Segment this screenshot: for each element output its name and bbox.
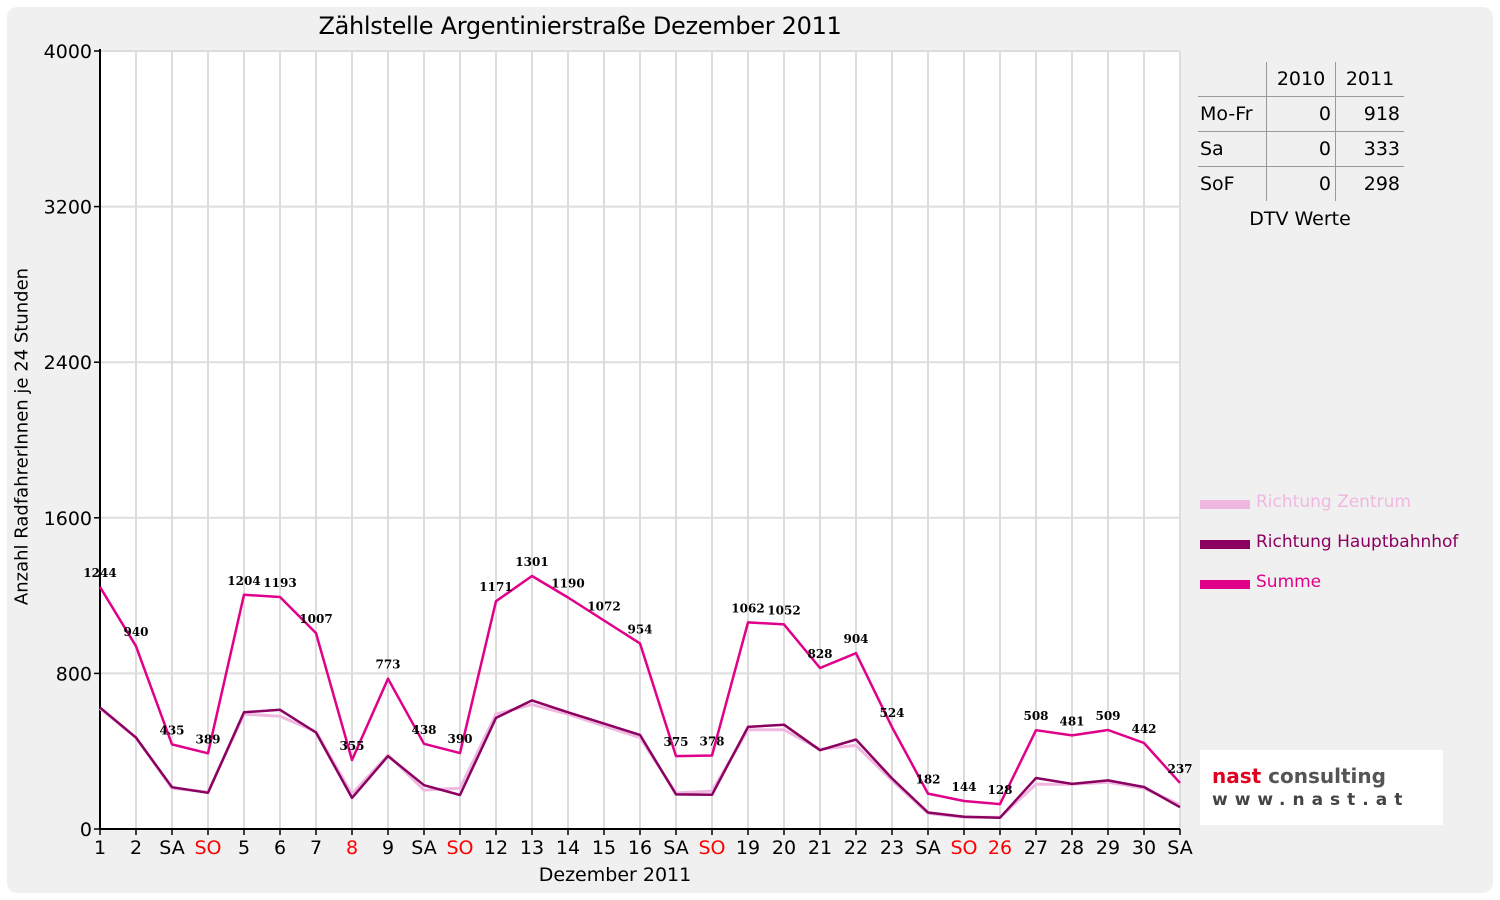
company-logo: nast consulting www.nast.at	[1200, 750, 1443, 825]
x-tick-label: 21	[808, 837, 832, 859]
legend-swatch-summe	[1200, 580, 1250, 589]
x-tick-label: 7	[310, 837, 322, 859]
y-axis-label: Anzahl RadfahrerInnen je 24 Stunden	[11, 267, 33, 606]
x-tick-label: 9	[382, 837, 394, 859]
legend-label-hauptbahnhof: Richtung Hauptbahnhof	[1256, 532, 1459, 552]
x-tick-label: 29	[1096, 837, 1120, 859]
data-label: 128	[987, 783, 1012, 797]
data-label: 355	[339, 739, 364, 753]
dtv-cell: 918	[1335, 96, 1404, 132]
logo-suffix: consulting	[1261, 764, 1386, 788]
x-tick-label: 16	[628, 837, 652, 859]
data-label: 509	[1095, 709, 1120, 723]
legend-swatch-zentrum	[1200, 500, 1250, 509]
data-label: 1072	[587, 599, 620, 613]
series-line-summe	[98, 574, 1181, 806]
data-label: 508	[1023, 709, 1048, 723]
data-label: 1052	[767, 603, 800, 617]
x-tick-label: SA	[915, 837, 940, 859]
data-label: 524	[879, 706, 904, 720]
legend-label-zentrum: Richtung Zentrum	[1256, 492, 1411, 512]
x-tick-label: 19	[736, 837, 760, 859]
x-tick-label: 5	[238, 837, 250, 859]
x-tick-label: 27	[1024, 837, 1048, 859]
data-label: 481	[1059, 714, 1084, 728]
x-tick-label: 22	[844, 837, 868, 859]
dtv-cell: 298	[1335, 166, 1404, 201]
x-tick-label: 23	[880, 837, 904, 859]
y-tick-label: 4000	[44, 41, 92, 63]
data-label: 1062	[731, 601, 764, 615]
x-tick-label: 20	[772, 837, 796, 859]
dtv-row-label: Mo-Fr	[1198, 96, 1267, 132]
data-label: 954	[627, 622, 652, 636]
y-tick-label: 3200	[44, 197, 92, 219]
data-label: 940	[123, 625, 148, 639]
dtv-col-2011: 2011	[1345, 68, 1395, 90]
data-label: 375	[663, 735, 688, 749]
logo-brand: nast	[1212, 764, 1262, 788]
y-tick-label: 2400	[44, 352, 92, 374]
x-tick-label: 15	[592, 837, 616, 859]
dtv-corner	[1198, 62, 1267, 97]
data-label: 1171	[479, 580, 512, 594]
data-label: 390	[447, 732, 472, 746]
y-tick-label: 1600	[44, 508, 92, 530]
data-label: 378	[699, 734, 724, 748]
x-tick-label: 26	[988, 837, 1012, 859]
data-label: 1193	[263, 576, 296, 590]
dtv-row-label: Sa	[1198, 131, 1267, 167]
x-tick-label: 8	[346, 837, 358, 859]
x-tick-label: 12	[484, 837, 508, 859]
data-label: 904	[843, 632, 868, 646]
x-tick-label: 14	[556, 837, 580, 859]
data-label: 389	[195, 732, 220, 746]
x-tick-label: 28	[1060, 837, 1084, 859]
data-label: 1007	[299, 612, 332, 626]
data-label: 1244	[83, 566, 116, 580]
data-label: 182	[915, 773, 940, 787]
legend-label-summe: Summe	[1256, 572, 1322, 592]
chart-title: Zählstelle Argentinierstraße Dezember 20…	[318, 12, 842, 40]
x-tick-label: SA	[159, 837, 184, 859]
y-tick-label: 0	[80, 819, 92, 841]
x-tick-label: 1	[94, 837, 106, 859]
data-label: 1301	[515, 555, 548, 569]
dtv-table: 2010 2011 Mo-Fr 0 918 Sa 0 333 SoF 0 298	[1198, 62, 1404, 201]
x-tick-label: 2	[130, 837, 142, 859]
dtv-cell: 0	[1266, 131, 1336, 167]
data-label: 442	[1131, 722, 1156, 736]
data-label: 435	[159, 723, 184, 737]
x-axis-label: Dezember 2011	[538, 864, 692, 886]
x-tick-label: SO	[446, 837, 473, 859]
dtv-caption: DTV Werte	[1249, 208, 1351, 230]
data-label: 1190	[551, 577, 584, 591]
logo-url: www.nast.at	[1212, 790, 1410, 810]
x-tick-label: SO	[698, 837, 725, 859]
dtv-col-2010: 2010	[1266, 62, 1336, 97]
dtv-row-label: SoF	[1198, 166, 1267, 201]
x-tick-label: SO	[950, 837, 977, 859]
x-tick-label: SO	[194, 837, 221, 859]
x-tick-label: SA	[1167, 837, 1192, 859]
data-label: 828	[807, 647, 832, 661]
logo-wordmark: nast consulting	[1212, 764, 1386, 788]
dtv-cell: 0	[1266, 166, 1336, 201]
data-label: 438	[411, 723, 436, 737]
x-tick-label: 30	[1132, 837, 1156, 859]
series-line-hauptbahnhof	[99, 699, 1181, 819]
data-label: 773	[375, 658, 400, 672]
x-tick-label: 13	[520, 837, 544, 859]
y-tick-label: 800	[56, 663, 92, 685]
data-label: 144	[951, 780, 976, 794]
data-label: 237	[1167, 762, 1192, 776]
x-tick-label: SA	[663, 837, 688, 859]
legend-swatch-hauptbahnhof	[1200, 540, 1250, 549]
x-tick-label: SA	[411, 837, 436, 859]
dtv-cell: 333	[1335, 131, 1404, 167]
data-label: 1204	[227, 574, 260, 588]
dtv-cell: 0	[1266, 96, 1336, 132]
x-tick-label: 6	[274, 837, 286, 859]
